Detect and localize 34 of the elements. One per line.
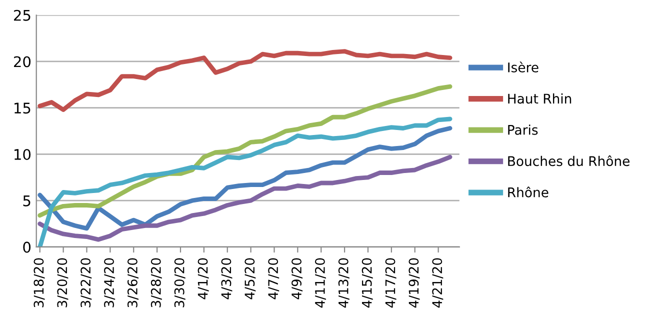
line-series	[38, 49, 452, 112]
legend-label: Rhône	[508, 186, 548, 198]
legend-label: Haut Rhin	[508, 93, 572, 104]
y-tick-label: 25	[14, 10, 30, 21]
y-tick-label: 0	[23, 242, 31, 253]
x-tick-label: 3/18/20	[34, 258, 45, 308]
x-tick-label: 4/19/20	[408, 258, 420, 308]
line-series	[38, 84, 452, 218]
y-tick-label: 20	[14, 56, 31, 68]
legend-label: Isère	[508, 62, 538, 72]
x-tick-label: 4/15/20	[362, 258, 373, 308]
line-series	[38, 116, 452, 247]
y-tick-label: 15	[14, 102, 30, 114]
line-series	[38, 154, 452, 242]
x-tick-label: 3/22/20	[80, 258, 92, 308]
x-tick-label: 4/21/20	[432, 258, 444, 308]
x-tick-label: 3/20/20	[57, 258, 68, 308]
x-tick-label: 4/11/20	[314, 258, 326, 308]
x-tick-label: 3/30/20	[174, 258, 186, 308]
legend-label: Paris	[508, 124, 538, 135]
x-tick-label: 3/26/20	[127, 258, 138, 308]
x-tick-label: 3/28/20	[150, 258, 162, 308]
x-tick-label: 3/24/20	[104, 258, 116, 308]
x-tick-label: 4/9/20	[292, 258, 303, 300]
y-tick-label: 5	[23, 196, 30, 206]
line-series	[38, 126, 452, 231]
legend-label: Bouches du Rhône	[508, 155, 630, 166]
x-tick-label: 4/5/20	[244, 258, 256, 300]
x-tick-label: 4/3/20	[221, 258, 232, 300]
y-tick-label: 10	[14, 148, 31, 160]
x-tick-label: 4/13/20	[338, 258, 350, 308]
x-tick-label: 4/17/20	[385, 258, 396, 308]
x-tick-label: 4/7/20	[268, 258, 280, 300]
x-tick-label: 4/1/20	[198, 258, 209, 300]
